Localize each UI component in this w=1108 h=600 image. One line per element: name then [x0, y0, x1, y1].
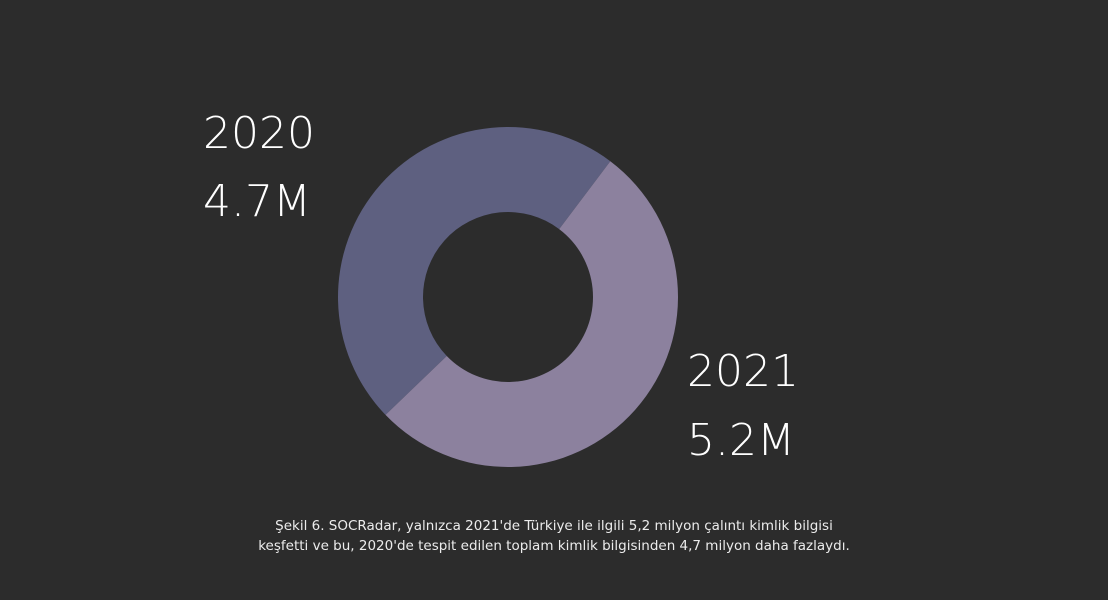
caption-line-1: Şekil 6. SOCRadar, yalnızca 2021'de Türk…	[275, 518, 833, 534]
slice-2021-year-label: 2021	[687, 346, 799, 397]
donut-slice-2021	[385, 161, 679, 468]
slice-2021-value-label: 5.2M	[687, 415, 795, 466]
caption-line-2: keşfetti ve bu, 2020'de tespit edilen to…	[258, 538, 850, 554]
slice-2020-value-label: 4.7M	[203, 176, 311, 227]
figure-caption: Şekil 6. SOCRadar, yalnızca 2021'de Türk…	[154, 516, 954, 556]
slice-2020-year-label: 2020	[203, 108, 315, 159]
donut-slice-2020	[338, 127, 611, 415]
